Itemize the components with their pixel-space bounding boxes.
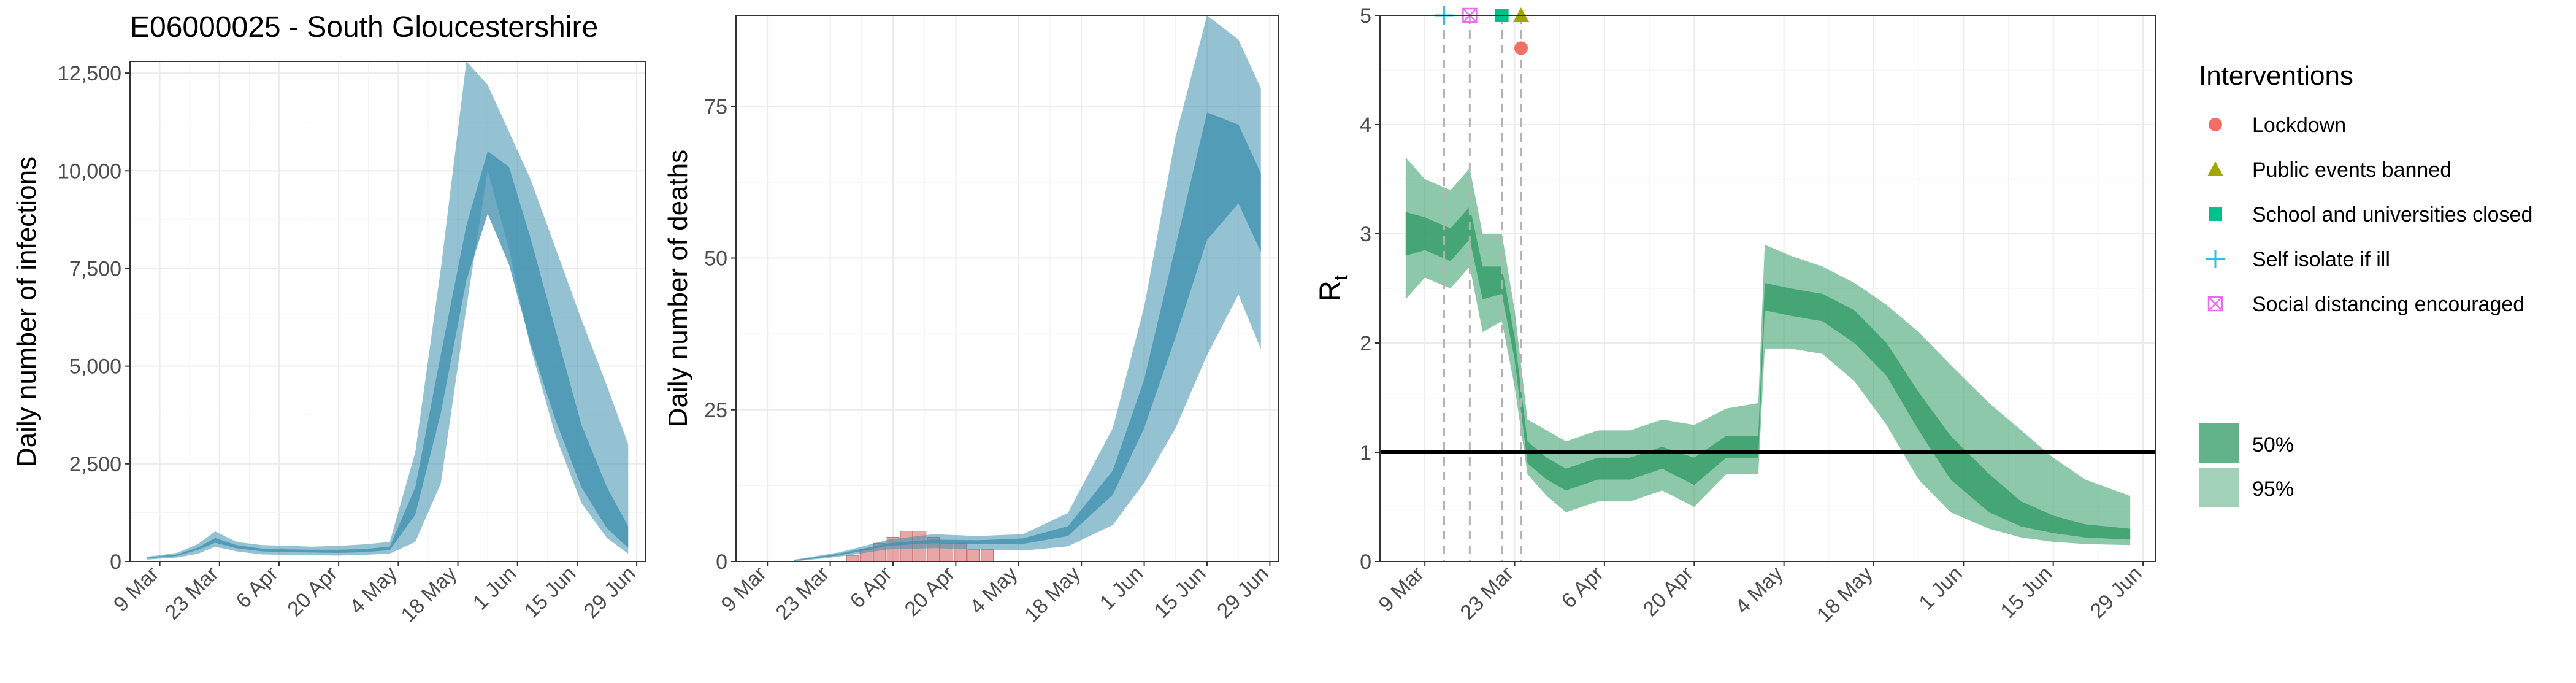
legend-label: School and universities closed [2252, 203, 2532, 226]
y-tick-label: 50 [704, 247, 727, 271]
x-tick-label: 29 Jun [580, 562, 640, 623]
x-tick-label: 23 Mar [161, 562, 223, 625]
x-tick-label: 15 Jun [520, 562, 581, 623]
x-tick-label: 18 May [396, 562, 461, 627]
x-tick-label: 15 Jun [1150, 562, 1211, 623]
y-tick-label: 3 [1360, 223, 1371, 246]
x-tick-label: 15 Jun [1996, 562, 2057, 623]
y-tick-label: 2 [1360, 332, 1371, 355]
x-tick-label: 6 Apr [1557, 562, 1608, 613]
page-title: E06000025 - South Gloucestershire [130, 11, 598, 44]
y-tick-label: 25 [704, 399, 727, 422]
legend-label: Social distancing encouraged [2252, 293, 2524, 316]
legend-band-label: 95% [2252, 477, 2294, 501]
deaths-plot-area [794, 15, 1261, 561]
band-50pct [794, 112, 1261, 561]
x-tick-label: 29 Jun [1213, 562, 1273, 623]
x-tick-label: 4 May [965, 562, 1022, 619]
infections-y-axis: 0 2,500 5,000 7,500 10,000 12,500 [58, 62, 130, 574]
x-tick-label: 18 May [1812, 562, 1877, 627]
intervention-lines [1443, 15, 1522, 561]
y-tick-label: 75 [704, 95, 727, 118]
legend-label: Lockdown [2252, 114, 2346, 137]
legend-key [2207, 161, 2223, 176]
boxx-box [2207, 296, 2223, 312]
y-tick-label: 0 [110, 550, 121, 574]
deaths-y-label: Daily number of deaths [663, 150, 693, 427]
rt-chart: 0 1 2 3 4 5 9 Mar 23 Mar 6 Apr 20 Apr 4 May 18 May… [1314, 4, 2156, 627]
infections-y-label: Daily number of infections [12, 156, 42, 467]
intervention-marker [1514, 41, 1528, 55]
legend-key [2209, 118, 2222, 131]
x-tick-label: 1 Jun [1914, 562, 1967, 615]
y-tick-label: 2,500 [69, 453, 121, 476]
legend-key [2207, 296, 2223, 312]
y-tick-label: 1 [1360, 441, 1371, 465]
rt-x-axis: 9 Mar 23 Mar 6 Apr 20 Apr 4 May 18 May 1 Jun 15… [1374, 561, 2147, 627]
legend-bands: 50% 95% [2199, 423, 2294, 507]
y-tick-label: 0 [1360, 550, 1371, 574]
x-tick-label: 20 Apr [283, 562, 342, 621]
deaths-bands [794, 15, 1261, 561]
band-50pct [147, 151, 629, 558]
x-tick-label: 20 Apr [900, 562, 959, 621]
observed-death-bar [981, 549, 994, 561]
legend-band-key [2199, 468, 2239, 507]
y-tick-label: 5 [1360, 4, 1371, 28]
deaths-panel-border [735, 15, 1279, 562]
y-tick-label: 5,000 [69, 355, 121, 379]
y-tick-label: 4 [1360, 114, 1371, 137]
x-tick-label: 23 Mar [1456, 562, 1519, 625]
x-tick-label: 18 May [1020, 562, 1085, 627]
x-tick-label: 6 Apr [846, 562, 897, 613]
rt-plot-area [1380, 15, 2156, 561]
x-tick-label: 20 Apr [1639, 562, 1698, 621]
y-tick-label: 7,500 [69, 257, 121, 280]
x-tick-label: 9 Mar [1374, 562, 1428, 616]
x-tick-label: 29 Jun [2086, 562, 2147, 623]
legend-band-label: 50% [2252, 433, 2294, 457]
legend-title: Interventions [2199, 61, 2353, 91]
rt-bands [1405, 157, 2131, 546]
x-tick-label: 6 Apr [232, 562, 283, 613]
rt-y-label: Rt [1314, 275, 1352, 302]
y-tick-label: 10,000 [58, 160, 121, 183]
observed-death-bar [846, 555, 859, 561]
y-tick-label: 12,500 [58, 62, 121, 85]
legend-band-key [2199, 423, 2239, 463]
legend-key [2209, 207, 2222, 221]
legend: Interventions Lockdown Public events bann… [2199, 61, 2532, 507]
legend-interventions: Lockdown Public events banned School and u… [2206, 114, 2532, 316]
infections-panel-border [129, 61, 646, 562]
legend-key [2206, 250, 2225, 268]
infections-bands [147, 61, 629, 560]
x-tick-label: 23 Mar [772, 562, 834, 625]
y-tick-label: 0 [716, 550, 727, 574]
x-tick-label: 1 Jun [1095, 562, 1148, 615]
x-tick-label: 1 Jun [469, 562, 521, 615]
legend-label: Public events banned [2252, 158, 2451, 182]
rt-y-axis: 0 1 2 3 4 5 [1360, 4, 1380, 574]
x-tick-label: 4 May [345, 562, 402, 619]
boxx-diag2 [2208, 296, 2223, 311]
rt-panel-border [1379, 15, 2156, 562]
legend-label: Self isolate if ill [2252, 248, 2390, 271]
band-50pct [1405, 206, 2131, 540]
x-tick-label: 4 May [1731, 562, 1787, 619]
deaths-y-axis: 0 25 50 75 [704, 95, 736, 574]
observed-death-bar [967, 549, 981, 561]
